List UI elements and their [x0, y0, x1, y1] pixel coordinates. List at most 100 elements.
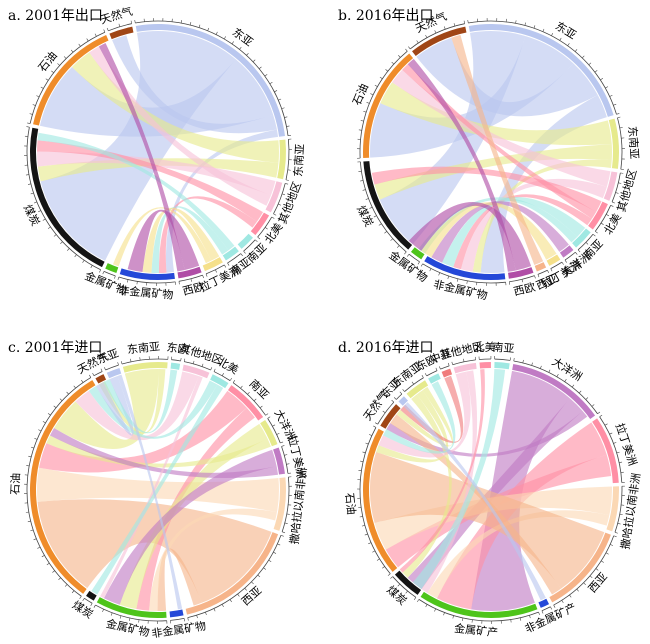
tick-mark: [102, 271, 105, 275]
chord-ribbon: [49, 428, 279, 479]
tick-ring: [267, 418, 281, 444]
chord-ribbon: [37, 158, 279, 182]
tick-mark: [399, 391, 403, 395]
tick-mark: [531, 362, 533, 366]
chord-ribbon: [374, 486, 613, 550]
tick-mark: [32, 104, 36, 106]
tick-mark: [569, 594, 572, 598]
tick-mark: [38, 210, 41, 213]
tick-mark: [129, 617, 131, 621]
chord-node-label: 非金属矿物: [432, 277, 489, 303]
chord-ribbon: [370, 35, 574, 158]
tick-mark: [237, 593, 240, 597]
chord-panel-2: c. 2001年进口南亚大洋洲拉丁美洲撒哈拉以南非洲西亚非金属矿物金属矿物煤炭石…: [8, 340, 310, 640]
chord-ribbon: [39, 59, 274, 137]
tick-mark: [278, 203, 282, 206]
tick-mark: [267, 416, 271, 419]
tick-mark: [376, 558, 380, 561]
tick-mark: [619, 127, 623, 129]
tick-ring: [359, 161, 407, 253]
chord-arc: [394, 570, 422, 595]
tick-mark: [585, 242, 589, 245]
tick-mark: [610, 205, 614, 207]
chord-arc: [109, 26, 134, 40]
tick-mark: [205, 273, 208, 277]
tick-mark: [286, 463, 290, 465]
tick-mark: [372, 550, 376, 553]
tick-mark: [438, 272, 441, 276]
tick-mark: [382, 566, 385, 569]
tick-mark: [213, 368, 216, 372]
tick-mark: [229, 599, 232, 603]
tick-mark: [416, 40, 419, 44]
tick-mark: [613, 442, 617, 444]
tick-mark: [583, 582, 586, 586]
chord-arc: [119, 268, 175, 280]
chord-node-label: 东南亚: [626, 126, 641, 160]
chord-node-label: 金属矿产: [454, 621, 499, 640]
tick-mark: [597, 411, 601, 414]
tick-mark: [359, 516, 363, 518]
tick-mark: [104, 367, 106, 371]
tick-mark: [78, 43, 81, 47]
tick-mark: [571, 384, 575, 388]
chord-arc: [608, 118, 619, 169]
tick-mark: [240, 253, 243, 257]
tick-ring: [537, 269, 548, 275]
panel-title: d. 2016年进口: [338, 340, 434, 356]
tick-mark: [36, 95, 40, 98]
tick-mark: [30, 192, 34, 195]
chord-arc: [534, 262, 547, 272]
tick-mark: [366, 102, 370, 104]
chord-arc: [182, 364, 210, 379]
tick-mark: [390, 576, 393, 579]
chord-arc: [606, 486, 619, 532]
chord-ribbon: [75, 371, 199, 441]
chord-node-label: 石油: [8, 473, 23, 496]
chord-arc: [508, 267, 534, 279]
tick-mark: [33, 538, 37, 541]
tick-mark: [66, 391, 69, 395]
tick-ring: [479, 358, 491, 360]
chord-ribbon: [112, 35, 277, 134]
chord-arc: [177, 266, 202, 279]
tick-ring: [359, 427, 391, 575]
tick-mark: [285, 183, 289, 185]
chord-ribbon: [396, 387, 453, 447]
tick-mark: [180, 357, 182, 362]
tick-mark: [619, 461, 623, 463]
tick-mark: [396, 245, 400, 248]
tick-mark: [71, 590, 75, 594]
tick-mark: [519, 617, 522, 621]
tick-mark: [29, 113, 33, 115]
chord-node-label: 南亚: [492, 341, 515, 356]
tick-mark: [600, 78, 604, 81]
tick-mark: [588, 62, 592, 66]
tick-ring: [440, 365, 450, 370]
tick-ring: [599, 416, 623, 483]
tick-mark: [574, 49, 578, 52]
tick-ring: [468, 20, 617, 115]
tick-mark: [378, 223, 382, 226]
chord-arc: [559, 245, 574, 258]
tick-mark: [239, 46, 242, 50]
tick-mark: [599, 414, 603, 418]
tick-mark: [198, 24, 201, 28]
tick-mark: [26, 465, 30, 467]
tick-mark: [402, 389, 405, 392]
tick-mark: [90, 603, 93, 607]
tick-mark: [286, 513, 290, 515]
tick-mark: [70, 49, 74, 53]
tick-mark: [201, 363, 204, 367]
tick-ring: [187, 535, 282, 618]
chord-node-label: 北美: [215, 355, 241, 377]
chord-arc: [170, 362, 181, 370]
tick-mark: [221, 373, 224, 376]
tick-mark: [615, 192, 619, 194]
tick-mark: [391, 61, 395, 65]
tick-mark: [73, 385, 76, 389]
tick-mark: [286, 125, 290, 127]
chord-arc: [398, 396, 408, 406]
tick-ring: [494, 358, 511, 361]
tick-mark: [264, 227, 268, 230]
